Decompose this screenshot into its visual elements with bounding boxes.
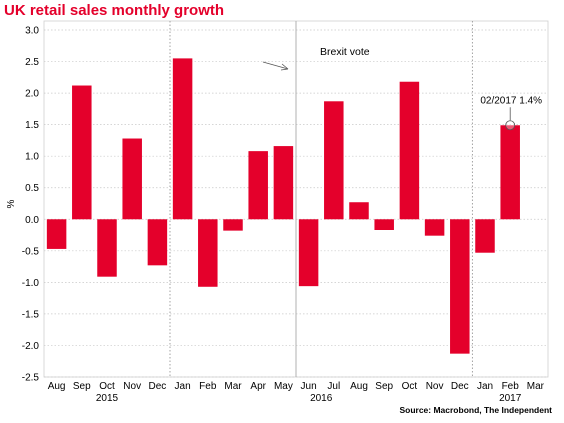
y-tick-label: 0.5 [25, 183, 39, 194]
bar [122, 138, 142, 220]
x-tick-label: Jul [327, 381, 340, 392]
x-tick-label: Oct [99, 381, 115, 392]
y-tick-label: 1.5 [25, 120, 39, 131]
x-year-label: 2017 [499, 393, 522, 404]
x-tick-label: Dec [451, 381, 469, 392]
latest-value-marker [505, 120, 516, 131]
latest-value-annotation: 02/2017 1.4% [480, 95, 542, 106]
brexit-annotation: Brexit vote [320, 46, 370, 58]
bar [46, 219, 67, 249]
bar [72, 85, 92, 220]
y-axis-label: % [6, 199, 17, 208]
bar [324, 101, 344, 220]
x-tick-label: Oct [402, 381, 418, 392]
y-tick-label: -1.0 [22, 278, 40, 289]
x-tick-label: Nov [426, 381, 444, 392]
y-tick-label: 0.0 [25, 215, 39, 226]
y-tick-label: -1.5 [22, 309, 40, 320]
bar [424, 219, 445, 236]
y-tick-label: -2.5 [22, 373, 40, 384]
x-tick-label: Feb [502, 381, 520, 392]
bar [500, 125, 520, 220]
annotations: Brexit vote 02/2017 1.4% [262, 46, 542, 131]
x-tick-label: Feb [199, 381, 217, 392]
chart-title: UK retail sales monthly growth [4, 2, 225, 19]
x-tick-label: Mar [527, 381, 545, 392]
x-tick-label: Sep [375, 381, 393, 392]
bar-series [46, 58, 520, 354]
bar [298, 219, 319, 287]
bar [223, 219, 243, 231]
bar [97, 219, 117, 277]
y-tick-label: 3.0 [25, 26, 39, 37]
x-year-label: 2016 [310, 393, 333, 404]
x-tick-label: Jan [175, 381, 191, 392]
x-tick-label: Jan [477, 381, 493, 392]
bar [172, 58, 193, 220]
x-year-label: 2015 [96, 393, 119, 404]
y-tick-label: -2.0 [22, 341, 40, 352]
bar [248, 151, 268, 220]
brexit-arrowhead [280, 63, 289, 71]
bar [475, 219, 495, 253]
y-tick-label: 2.5 [25, 57, 39, 68]
x-tick-label: Sep [73, 381, 91, 392]
bar [349, 202, 369, 220]
bar [450, 219, 470, 354]
y-tick-label: -0.5 [22, 246, 40, 257]
axis-ticks: 3.0 2.5 2.0 1.5 1.0 0.5 0.0 -0.5 -1.0 -1.5 -2.0 -2.… [22, 26, 545, 405]
bar [147, 219, 168, 266]
bar [374, 219, 394, 230]
x-tick-label: Aug [350, 381, 368, 392]
bar [273, 146, 294, 220]
x-tick-label: Nov [123, 381, 141, 392]
source-note: Source: Macrobond, The Independent [399, 405, 552, 415]
x-tick-label: Apr [250, 381, 266, 392]
x-tick-label: Aug [48, 381, 66, 392]
y-tick-label: 1.0 [25, 152, 39, 163]
bar [399, 81, 420, 220]
x-tick-label: Mar [224, 381, 242, 392]
x-tick-label: Dec [149, 381, 167, 392]
period-dividers [169, 21, 473, 377]
x-tick-label: May [274, 381, 293, 392]
y-tick-label: 2.0 [25, 89, 39, 100]
brexit-arrow [262, 61, 289, 70]
bar [198, 219, 218, 287]
x-tick-label: Jun [301, 381, 317, 392]
